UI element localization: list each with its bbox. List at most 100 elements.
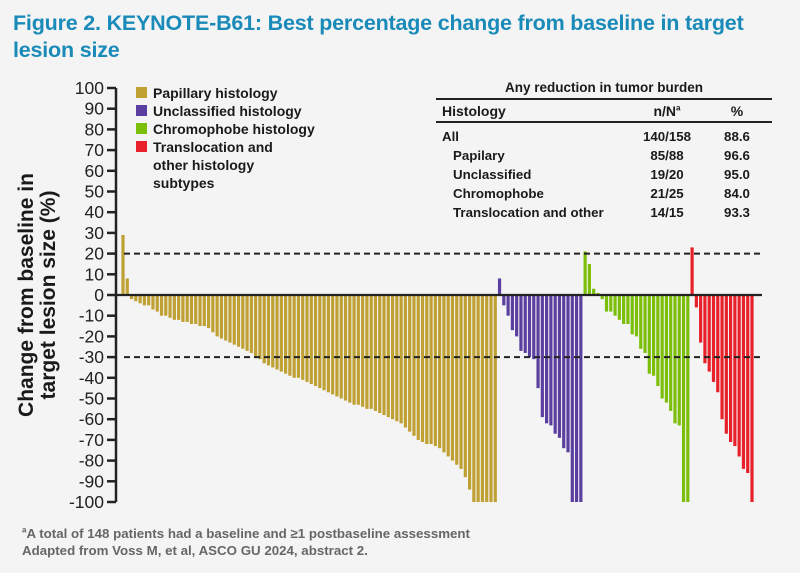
legend-swatch-unclassified [136,105,147,116]
bar-translocation [737,295,741,457]
bar-chromophobe [617,295,621,320]
table-cell-pct: 96.6 [724,148,750,163]
bar-papillary [198,295,202,327]
bar-papillary [455,295,459,465]
bar-papillary [416,295,420,440]
bar-papillary [232,295,236,345]
table-cell-pct: 84.0 [724,186,750,201]
table-cell-pct: 95.0 [724,167,750,182]
bar-translocation [724,295,728,434]
table-header-pct: % [730,103,744,119]
bar-papillary [151,295,155,310]
y-tick-label: 0 [94,285,104,305]
bar-papillary [211,295,215,333]
bar-papillary [365,295,369,409]
footnote-sup: a [22,525,27,535]
bar-papillary [438,295,442,449]
bar-papillary [326,295,330,393]
bar-chromophobe [651,295,656,376]
bar-unclassified [566,295,570,453]
bar-chromophobe [664,295,669,403]
table-cell-nN: 14/15 [650,205,684,220]
table-row: Unclassified 19/20 95.0 [436,165,772,184]
bar-chromophobe [647,295,651,374]
y-tick-label: 50 [85,182,105,202]
bar-papillary [467,295,472,490]
bar-papillary [129,295,134,300]
table-cell-nN: 19/20 [650,167,684,182]
bar-chromophobe [583,251,587,295]
bar-papillary [219,295,224,339]
bar-papillary [271,295,275,368]
bar-chromophobe [622,295,626,324]
legend-item-chromophobe: Chromophobe histology [136,120,315,138]
bar-papillary [189,295,194,324]
table-cell-pct: 88.6 [724,129,750,144]
bar-unclassified [497,278,502,295]
bar-unclassified [579,295,583,502]
bar-translocation [711,295,716,382]
y-tick-label: 90 [85,99,105,119]
bar-papillary [382,295,386,416]
bar-papillary [266,295,271,366]
legend-label: Unclassified histology [153,103,302,119]
bar-translocation [746,295,750,474]
figure-title: Figure 2. KEYNOTE-B61: Best percentage c… [13,11,744,62]
bar-papillary [446,295,450,457]
bar-papillary [339,295,343,399]
bar-papillary [245,295,249,351]
legend-label: Translocation and other histology subtyp… [153,139,273,191]
bar-translocation [716,295,720,393]
bar-papillary [480,295,485,502]
y-tick-label: 100 [75,78,104,98]
bar-papillary [395,295,399,422]
bar-unclassified [519,295,523,351]
table-header-sup: a [676,103,681,113]
table-body: All 140/158 88.6 Papilary 85/88 96.6 Unclassif… [436,123,772,222]
bar-chromophobe [587,263,592,295]
table-header-histology: Histology [442,103,506,119]
bar-papillary [378,295,382,413]
table-cell-histology: Translocation and other [453,205,604,220]
bar-papillary [138,295,142,304]
bar-papillary [343,295,348,401]
bar-papillary [142,295,146,306]
legend: Papillary histology Unclassified histolo… [136,84,315,192]
y-tick-label: -90 [79,471,105,491]
bar-papillary [408,295,412,432]
legend-swatch-papillary [136,87,147,98]
bar-papillary [335,295,339,397]
bar-unclassified [545,295,549,424]
bar-unclassified [532,295,536,360]
legend-item-papillary: Papillary histology [136,84,315,102]
bar-unclassified [536,295,540,389]
bar-chromophobe [634,295,639,337]
bar-unclassified [502,295,506,306]
table-cell-nN: 21/25 [650,186,684,201]
bar-unclassified [510,295,514,331]
y-tick-label: 10 [85,264,105,284]
bar-papillary [305,295,309,382]
bar-chromophobe [639,295,643,349]
table-cell-nN: 140/158 [642,129,692,144]
bar-translocation [699,295,703,343]
bar-papillary [292,295,296,378]
bar-papillary [420,295,425,442]
bar-papillary [348,295,352,403]
bar-translocation [741,295,746,469]
table-header-row: Histology n/Na % [436,98,772,123]
bar-unclassified [523,295,527,353]
bar-papillary [386,295,390,418]
bar-papillary [309,295,313,385]
y-tick-label: -10 [79,306,105,326]
y-tick-label: 60 [85,161,105,181]
footnote-text: A total of 148 patients had a baseline a… [26,526,470,541]
y-tick-label: -30 [79,347,105,367]
bar-chromophobe [630,295,634,335]
bar-unclassified [515,295,519,337]
bar-papillary [425,295,429,445]
table-cell-histology: Papilary [453,148,505,163]
bar-papillary [403,295,408,428]
y-tick-label: -60 [79,409,105,429]
